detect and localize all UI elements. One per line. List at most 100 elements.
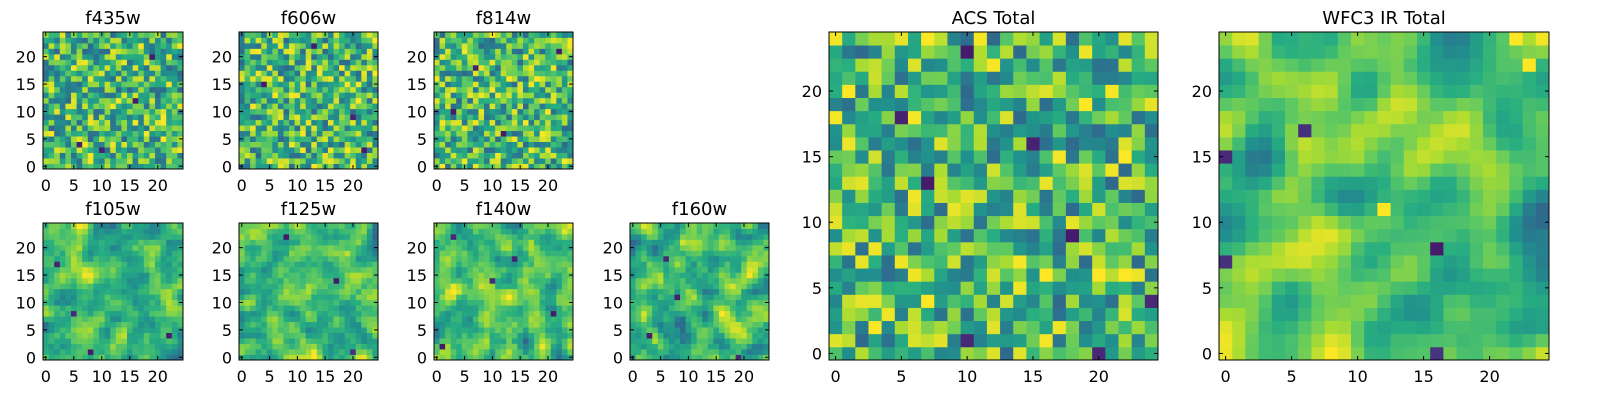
heatmap-cell (160, 305, 167, 312)
heatmap-cell (561, 75, 568, 82)
heatmap-cell (489, 136, 496, 142)
heatmap-cell (110, 158, 117, 164)
heatmap-cell (1000, 268, 1014, 282)
heatmap-cell (973, 255, 988, 269)
heatmap-cell (434, 305, 440, 312)
heatmap-cell (567, 147, 574, 153)
heatmap-cell (445, 64, 452, 71)
heatmap-cell (272, 223, 279, 229)
heatmap-cell (322, 114, 329, 121)
heatmap-cell (500, 64, 507, 71)
heatmap-cell (65, 92, 72, 99)
heatmap-cell (289, 261, 295, 268)
heatmap-cell (255, 223, 262, 229)
heatmap-cell (149, 338, 156, 344)
heatmap-cell (138, 288, 145, 295)
heatmap-cell (641, 228, 648, 235)
heatmap-cell (59, 103, 66, 110)
heatmap-cell (829, 176, 843, 190)
heatmap-cell (534, 103, 541, 110)
heatmap-cell (894, 228, 909, 243)
heatmap-cell (450, 250, 457, 257)
heatmap-cell (1039, 215, 1054, 230)
heatmap-cell (478, 42, 485, 49)
heatmap-cell (366, 141, 373, 148)
heatmap-cell (115, 349, 122, 355)
heatmap-cell (724, 338, 731, 344)
heatmap-cell (266, 277, 273, 284)
heatmap-cell (450, 272, 457, 279)
heatmap-cell (752, 310, 759, 317)
heatmap-cell (456, 261, 463, 268)
heatmap-cell (680, 294, 686, 301)
heatmap-cell (567, 42, 574, 49)
heatmap-cell (450, 37, 457, 44)
heatmap-cell (283, 70, 290, 77)
heatmap-cell (1092, 307, 1106, 322)
heatmap-cell (500, 136, 507, 142)
heatmap-cell (155, 158, 161, 164)
heatmap-cell (439, 64, 446, 71)
heatmap-cell (724, 327, 731, 333)
heatmap-cell (166, 75, 173, 82)
heatmap-cell (250, 125, 257, 132)
heatmap-cell (333, 64, 340, 71)
heatmap-cell (461, 244, 468, 251)
heatmap-cell (511, 332, 518, 339)
heatmap-cell (724, 250, 731, 257)
y-tick-label: 0 (417, 348, 427, 367)
heatmap-cell (973, 150, 988, 164)
heatmap-cell (528, 338, 535, 344)
heatmap-cell (322, 277, 329, 284)
heatmap-cell (239, 283, 245, 290)
heatmap-cell (907, 333, 922, 348)
heatmap-cell (881, 215, 896, 230)
heatmap-cell (522, 103, 529, 110)
heatmap-cell (104, 332, 111, 339)
heatmap-cell (467, 141, 474, 148)
heatmap-cell (149, 272, 156, 279)
heatmap-cell (277, 152, 284, 159)
heatmap-cell (54, 255, 61, 262)
heatmap-cell (1092, 176, 1106, 190)
heatmap-cell (138, 42, 145, 49)
heatmap-cell (171, 266, 178, 273)
heatmap-cell (127, 42, 133, 49)
heatmap-cell (674, 250, 681, 257)
heatmap-cell (149, 305, 156, 312)
heatmap-cell (355, 332, 362, 339)
heatmap-cell (434, 158, 440, 164)
heatmap-cell (311, 37, 318, 44)
heatmap-cell (567, 255, 574, 262)
heatmap-cell (539, 37, 546, 44)
heatmap-cell (322, 343, 329, 350)
heatmap-cell (300, 81, 307, 88)
heatmap-cell (484, 239, 490, 246)
heatmap-cell (894, 346, 909, 361)
heatmap-cell (250, 250, 257, 257)
heatmap-cell (763, 239, 770, 246)
heatmap-cell (506, 158, 513, 164)
heatmap-cell (439, 53, 446, 60)
heatmap-cell (261, 141, 268, 148)
heatmap-cell (1144, 320, 1159, 335)
heatmap-cell (121, 223, 128, 229)
heatmap-cell (250, 255, 257, 262)
x-tick-label: 15 (510, 367, 530, 386)
heatmap-cell (467, 125, 474, 132)
heatmap-cell (255, 349, 262, 355)
heatmap-cell (663, 321, 670, 328)
heatmap-cell (696, 255, 703, 262)
heatmap-cell (506, 37, 513, 44)
heatmap-cell (372, 343, 379, 350)
heatmap-cell (674, 294, 681, 301)
heatmap-cell (868, 241, 883, 256)
heatmap-cell (48, 42, 55, 49)
heatmap-cell (71, 114, 77, 121)
heatmap-cell (355, 338, 362, 344)
heatmap-cell (305, 48, 312, 55)
heatmap-cell (489, 338, 496, 344)
heatmap-cell (244, 114, 251, 121)
heatmap-cell (272, 42, 279, 49)
heatmap-cell (87, 64, 94, 71)
